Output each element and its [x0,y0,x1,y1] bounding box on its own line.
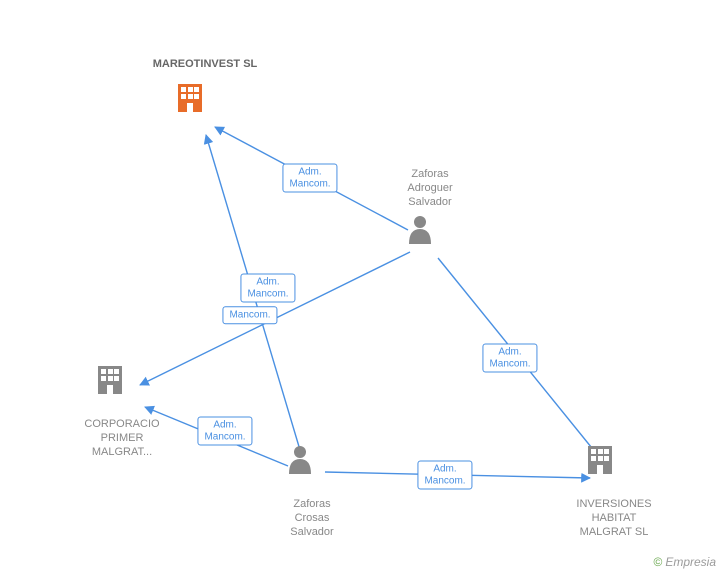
node-icon-zaforas-crosas[interactable] [289,446,311,474]
node-icon-mareotinvest[interactable] [178,84,202,112]
edge-label-e4: Mancom. [222,306,277,324]
edge-label-e1: Adm. Mancom. [282,164,337,193]
edges-layer [0,0,728,575]
node-icon-zaforas-adroguer[interactable] [409,216,431,244]
node-icon-inversiones[interactable] [588,446,612,474]
edge-label-e3: Adm. Mancom. [482,344,537,373]
diagram-canvas: MAREOTINVEST SL CORPORACIO PRIMER MALGRA… [0,0,728,575]
node-label-zaforas-adroguer[interactable]: Zaforas Adroguer Salvador [407,168,452,209]
node-icon-corporacio[interactable] [98,366,122,394]
edge-label-e5: Adm. Mancom. [197,417,252,446]
node-label-inversiones[interactable]: INVERSIONES HABITAT MALGRAT SL [576,498,651,539]
watermark-brand: Empresia [665,555,716,569]
edge-label-e2: Adm. Mancom. [240,274,295,303]
copyright-symbol: © [653,555,662,569]
edge-label-e6: Adm. Mancom. [417,461,472,490]
watermark: ©Empresia [653,555,716,569]
node-label-mareotinvest[interactable]: MAREOTINVEST SL [153,58,258,72]
node-label-zaforas-crosas[interactable]: Zaforas Crosas Salvador [290,498,333,539]
node-label-corporacio[interactable]: CORPORACIO PRIMER MALGRAT... [84,418,159,459]
